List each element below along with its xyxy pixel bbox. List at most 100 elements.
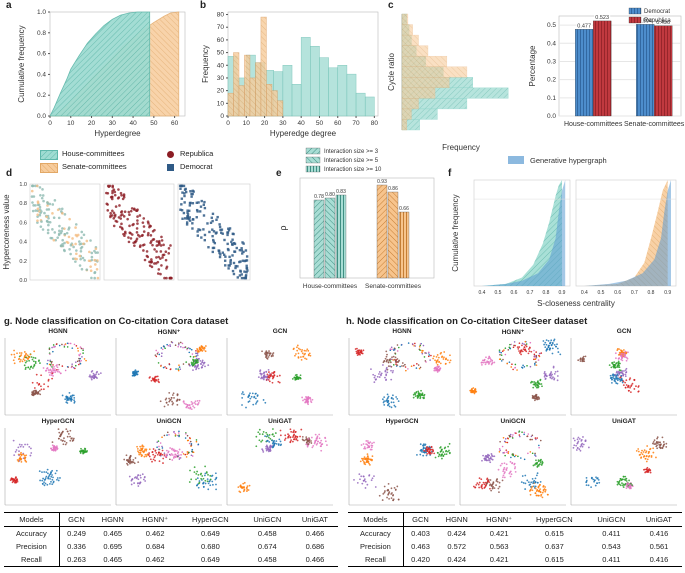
scatter-point <box>135 209 138 212</box>
scatter-point <box>38 213 42 217</box>
tsne-point <box>49 363 52 366</box>
histogram-bar-senate <box>255 62 262 117</box>
tsne-point <box>539 439 542 442</box>
scatter-point <box>184 190 188 194</box>
y-axis-label: Percentage <box>528 45 537 86</box>
tsne-point <box>544 489 547 491</box>
tsne-point <box>621 372 624 375</box>
tsne-point <box>620 350 623 353</box>
tsne-plot: UniGAT <box>570 418 678 506</box>
value-label-bg <box>576 21 593 29</box>
tsne-point <box>358 473 361 476</box>
tsne-point <box>542 489 545 492</box>
tsne-point <box>70 400 73 402</box>
tsne-point <box>20 453 23 456</box>
tsne-point <box>389 349 392 352</box>
tsne-point <box>12 439 15 442</box>
tsne-point <box>431 452 433 454</box>
bar <box>398 211 410 279</box>
tsne-point <box>28 359 30 362</box>
table-h-cell: 0.615 <box>522 553 587 567</box>
tsne-point <box>197 363 200 366</box>
x-tick-label: 20 <box>261 120 269 127</box>
scatter-point <box>142 243 146 246</box>
tsne-point <box>174 432 176 435</box>
scatter-point <box>150 260 153 264</box>
table-h-cell: 0.424 <box>437 553 477 567</box>
tsne-point <box>502 358 504 361</box>
tsne-point <box>191 448 194 451</box>
tsne-point <box>164 366 166 368</box>
tsne-point <box>540 352 543 354</box>
histogram-bar-senate <box>401 13 409 25</box>
scatter-frame <box>103 183 175 281</box>
x-tick-label: 70 <box>352 120 360 127</box>
tsne-point <box>521 475 524 477</box>
tsne-point <box>265 431 268 434</box>
tsne-point <box>273 374 276 377</box>
tsne-point <box>51 449 53 451</box>
tsne-point <box>30 365 33 368</box>
tsne-point <box>264 375 267 378</box>
scatter-point <box>245 259 249 262</box>
tsne-plot-title: HGNN⁺ <box>157 329 181 336</box>
tsne-point <box>246 488 249 491</box>
tsne-point <box>156 353 159 355</box>
tsne-point <box>70 366 73 369</box>
tsne-point <box>197 443 200 446</box>
tsne-point <box>259 372 262 375</box>
tsne-point <box>24 443 26 446</box>
tsne-point <box>362 443 365 445</box>
tsne-point <box>503 462 506 465</box>
tsne-point <box>541 496 544 499</box>
tsne-point <box>320 445 322 448</box>
scatter-point <box>212 230 216 233</box>
tsne-point <box>394 356 397 359</box>
area-senate <box>584 180 668 286</box>
tsne-point <box>295 373 298 376</box>
tsne-point <box>426 452 429 455</box>
tsne-point <box>378 376 381 378</box>
scatter-point <box>93 271 96 275</box>
tsne-point <box>207 364 210 367</box>
tsne-point <box>387 493 389 496</box>
tsne-point <box>309 354 312 357</box>
tsne-point <box>154 459 156 462</box>
scatter-point <box>191 218 195 221</box>
tsne-point <box>391 348 393 351</box>
tsne-point <box>610 366 613 369</box>
y-axis-label: ρ <box>278 225 288 230</box>
tsne-point <box>20 451 22 454</box>
tsne-point <box>306 444 309 447</box>
tsne-point <box>148 448 151 451</box>
tsne-point <box>243 486 246 488</box>
tsne-point <box>396 485 399 488</box>
tsne-point <box>553 339 555 342</box>
scatter-point <box>111 191 114 195</box>
tsne-point <box>136 445 138 448</box>
y-tick-label: 0.1 <box>547 95 556 102</box>
tsne-point <box>385 379 387 382</box>
tsne-point <box>265 449 268 452</box>
tsne-point <box>178 366 181 368</box>
tsne-point <box>513 463 516 466</box>
tsne-point <box>480 361 483 364</box>
scatter-point <box>119 214 123 217</box>
tsne-point <box>293 376 296 379</box>
value-label: 0.78 <box>314 194 324 200</box>
tsne-point <box>265 444 268 447</box>
tsne-point <box>49 368 52 371</box>
tsne-point <box>186 434 189 437</box>
scatter-point <box>127 240 131 244</box>
scatter-point <box>183 194 186 198</box>
tsne-point <box>356 354 359 356</box>
scatter-point <box>36 221 39 224</box>
tsne-point <box>19 445 22 448</box>
y-tick-label: 60 <box>217 37 225 44</box>
tsne-point <box>247 396 250 399</box>
scatter-point <box>183 217 187 220</box>
tsne-point <box>611 361 614 364</box>
tsne-point <box>56 366 59 369</box>
tsne-point <box>491 454 493 457</box>
